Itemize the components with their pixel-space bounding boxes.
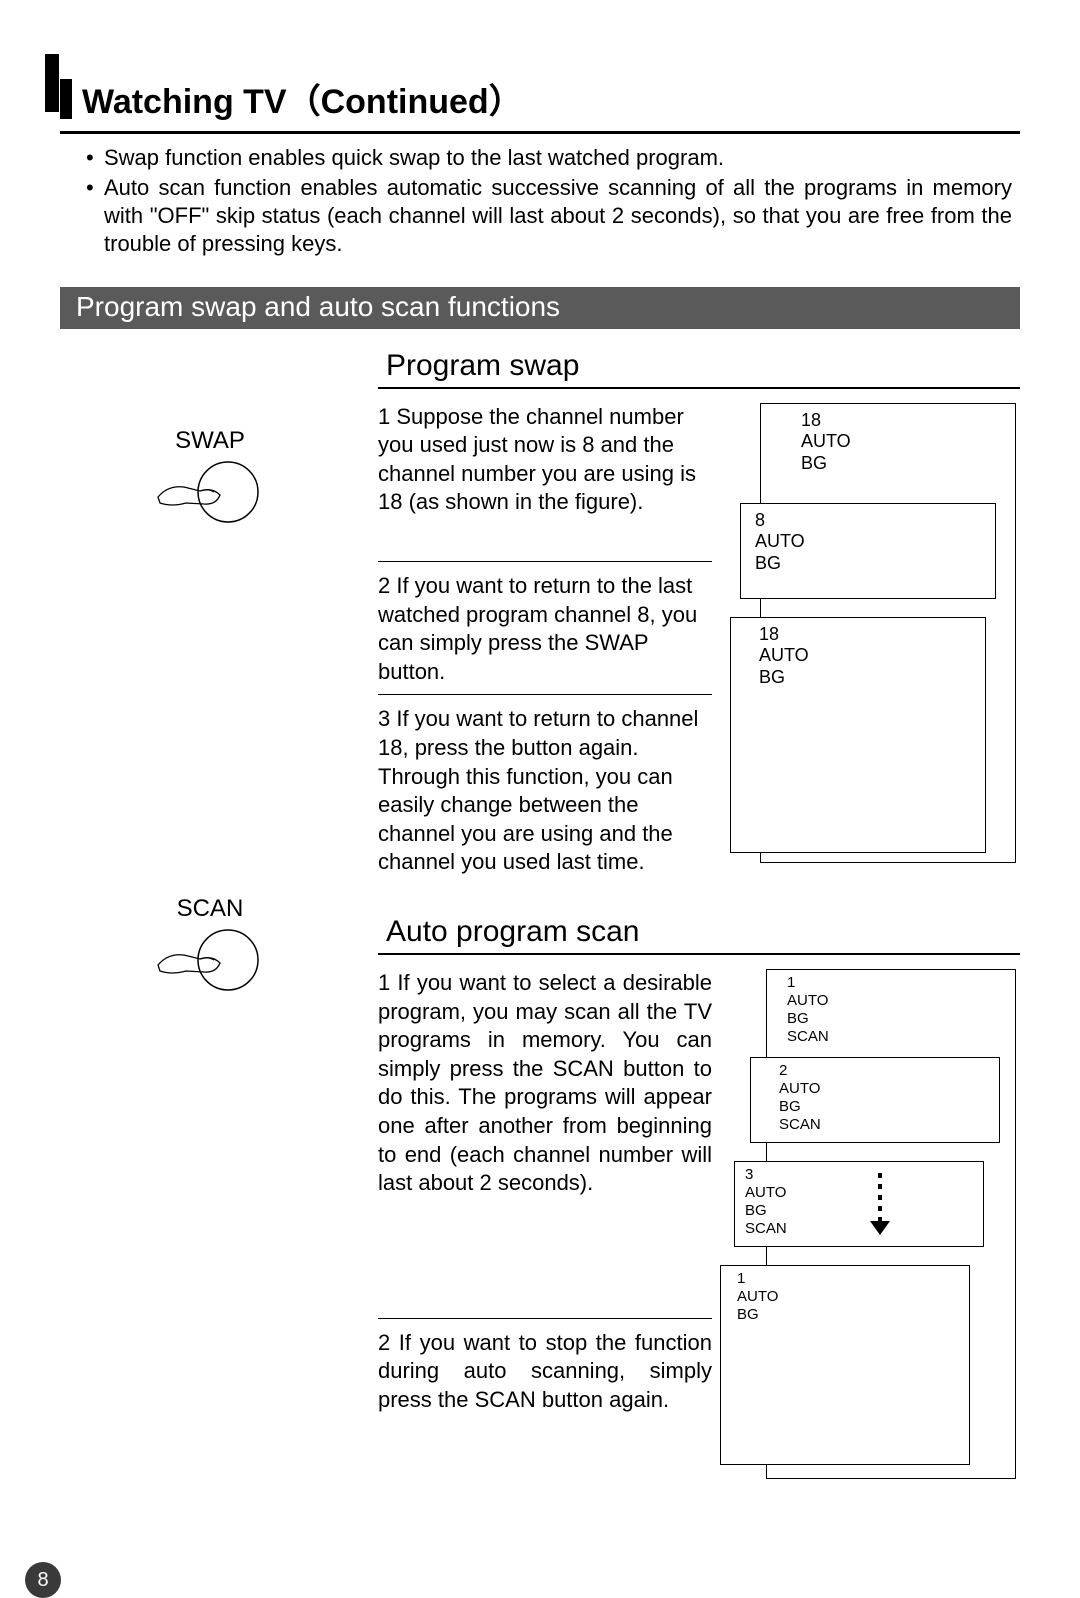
intro-bullets: • Swap function enables quick swap to th… (60, 144, 1020, 259)
page-title-row: Watching TV（Continued） (60, 74, 1020, 123)
screen-ch: 1 (787, 974, 1007, 992)
hand-press-icon (150, 925, 270, 995)
bullet-dot: • (86, 174, 104, 258)
tv-screen: 18 AUTO BG (730, 617, 986, 853)
title-rule (60, 131, 1020, 134)
swap-rule (378, 387, 1020, 389)
scan-two-col: 1 If you want to select a desirable prog… (378, 969, 1020, 1489)
screen-l2: AUTO (737, 1288, 961, 1306)
swap-heading: Program swap (378, 349, 1020, 383)
bullet-text: Auto scan function enables automatic suc… (104, 174, 1012, 258)
scan-step: 2 If you want to stop the function durin… (378, 1329, 712, 1415)
screen-l2: AUTO (801, 431, 1005, 453)
tv-screen: 8 AUTO BG (740, 503, 996, 599)
scan-step: 1 If you want to select a desirable prog… (378, 969, 712, 1198)
screen-l4: SCAN (779, 1116, 991, 1134)
screen-l2: AUTO (759, 645, 975, 667)
right-column: Program swap 1 Suppose the channel numbe… (360, 339, 1020, 1489)
swap-step: 2 If you want to return to the last watc… (378, 572, 712, 686)
scan-figure-col: 1 AUTO BG SCAN 2 AUTO BG SCAN (730, 969, 1020, 1489)
tv-screen: 2 AUTO BG SCAN (750, 1057, 1000, 1143)
screen-l3: BG (779, 1098, 991, 1116)
scan-button-label: SCAN (150, 895, 270, 923)
page-title: Watching TV（Continued） (82, 74, 523, 123)
swap-button-figure: SWAP (150, 427, 270, 532)
screen-ch: 8 (755, 510, 985, 532)
screen-ch: 1 (737, 1270, 961, 1288)
hand-press-icon (150, 457, 270, 527)
screen-l4: SCAN (787, 1028, 1007, 1046)
screen-l3: BG (787, 1010, 1007, 1028)
title-bar (60, 79, 72, 119)
scan-button-figure: SCAN (150, 895, 270, 1000)
bullet-dot: • (86, 144, 104, 172)
screen-l3: BG (737, 1306, 961, 1324)
step-sep (378, 694, 712, 695)
step-sep (378, 561, 712, 562)
screen-l2: AUTO (787, 992, 1007, 1010)
screen-l3: BG (755, 553, 985, 575)
screen-l3: BG (759, 667, 975, 689)
bullet-text: Swap function enables quick swap to the … (104, 144, 1012, 172)
section-heading: Program swap and auto scan functions (60, 287, 1020, 329)
swap-step: 3 If you want to return to channel 18, p… (378, 705, 712, 877)
screen-l2: AUTO (755, 531, 985, 553)
swap-button-label: SWAP (150, 427, 270, 455)
tv-screen: 3 AUTO BG SCAN (734, 1161, 984, 1247)
left-column: SWAP SCAN (60, 339, 360, 1489)
dotted-arrow-icon (860, 1169, 900, 1249)
screen-ch: 18 (759, 624, 975, 646)
swap-figure-col: 18 AUTO BG 8 AUTO BG 18 AUTO (730, 403, 1020, 873)
scan-rule (378, 953, 1020, 955)
step-sep (378, 1318, 712, 1319)
page-number: 8 (25, 1562, 61, 1598)
swap-step: 1 Suppose the channel number you used ju… (378, 403, 712, 517)
content: SWAP SCAN Program swap (60, 339, 1020, 1489)
swap-text-col: 1 Suppose the channel number you used ju… (378, 403, 712, 885)
screen-ch: 18 (801, 410, 1005, 432)
tv-screen: 1 AUTO BG (720, 1265, 970, 1465)
screen-l2: AUTO (779, 1080, 991, 1098)
screen-ch: 2 (779, 1062, 991, 1080)
scan-heading: Auto program scan (378, 915, 1020, 949)
scan-text-col: 1 If you want to select a desirable prog… (378, 969, 712, 1489)
corner-mark (45, 54, 59, 112)
screen-l3: BG (801, 453, 1005, 475)
swap-two-col: 1 Suppose the channel number you used ju… (378, 403, 1020, 885)
